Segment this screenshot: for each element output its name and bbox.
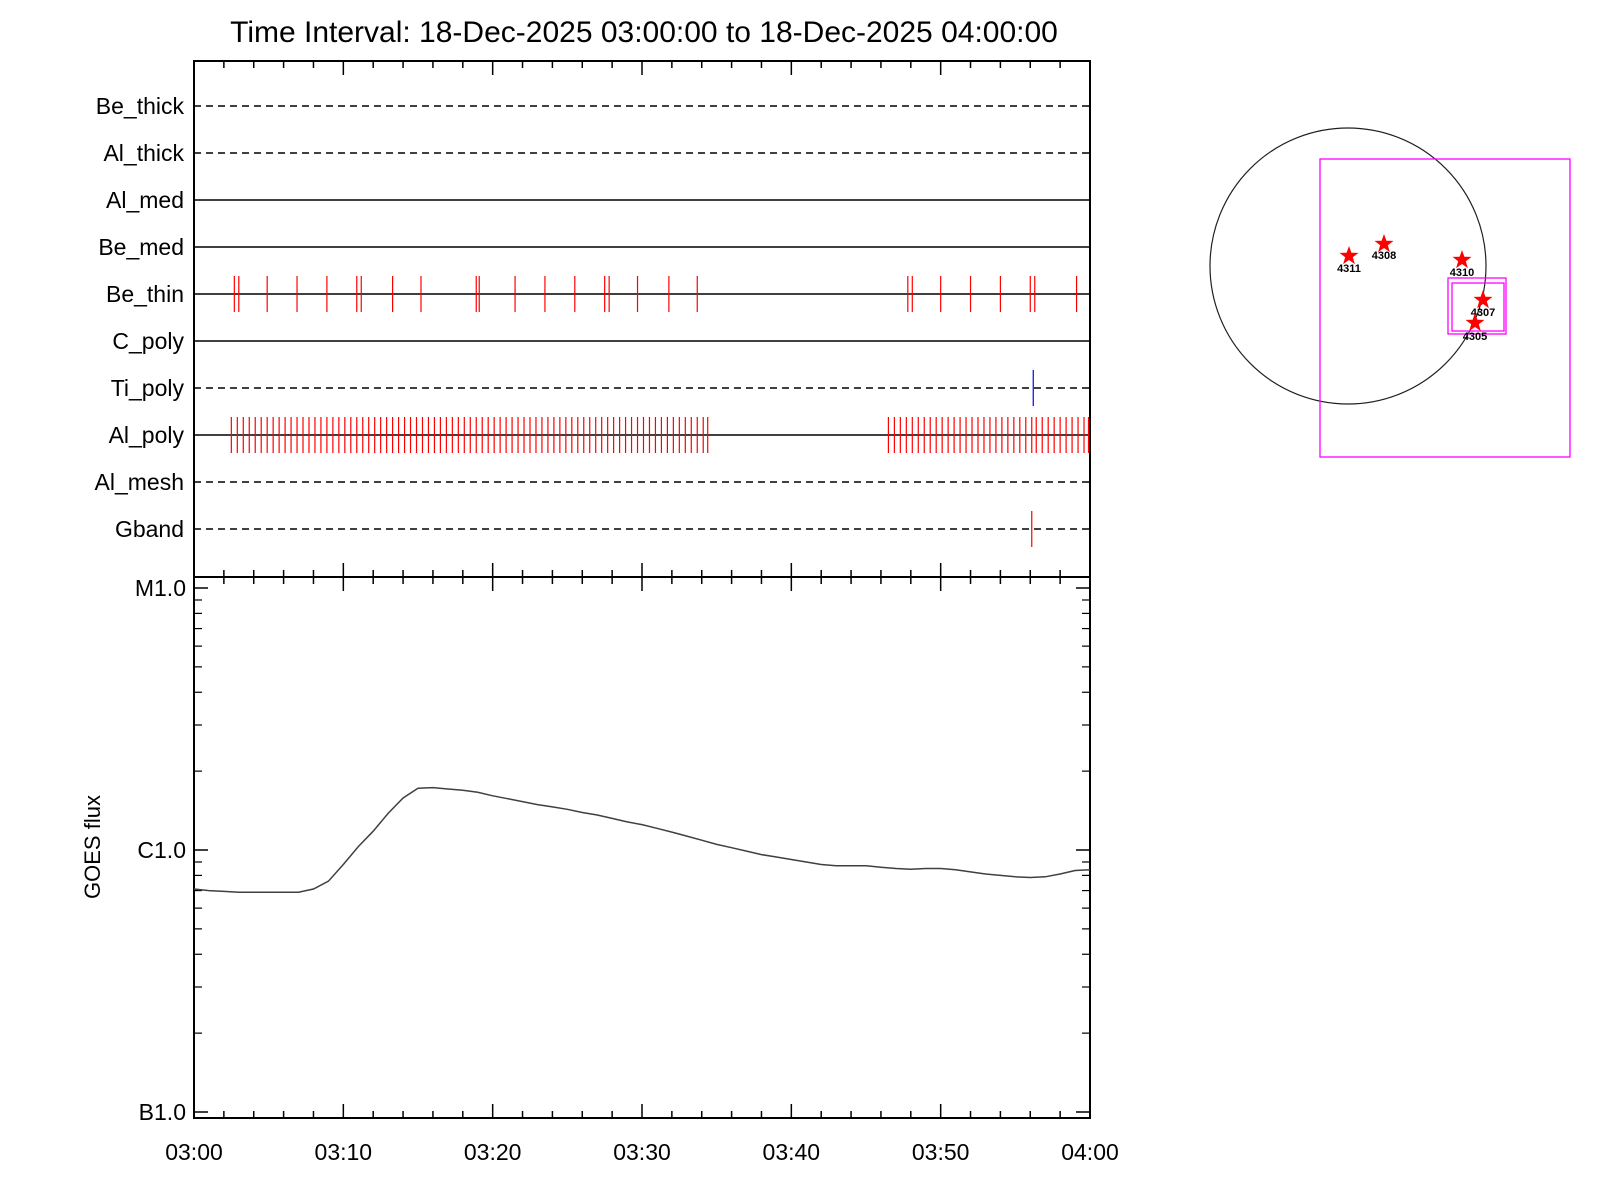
active-region-label: 4308 [1372,250,1396,262]
star-icon [1465,313,1485,332]
star-icon [1339,246,1359,265]
goes-flux-panel: M1.0 C1.0 B1.0 03:00 03:10 03:20 03:30 03:40 03:… [80,575,1119,1165]
active-region-4305: 4305 [1463,313,1487,343]
star-icon [1473,290,1493,309]
filter-row-ti-poly: Ti_poly [111,370,1090,406]
filter-label: Gband [115,516,184,542]
filter-label: Al_poly [109,422,185,448]
filter-panel-frame [193,60,1091,578]
filter-label: Be_thick [96,93,185,119]
filter-row-be-thin: Be_thin [106,276,1090,312]
filter-label: C_poly [112,328,184,354]
active-region-4307: 4307 [1471,290,1495,319]
filter-label: Al_thick [103,140,184,166]
filter-rows: Be_thick Al_thick Al_med Be_med Be_thin C_pol… [95,93,1090,547]
active-region-4308: 4308 [1372,234,1396,262]
filter-label: Ti_poly [111,375,185,401]
active-regions: 4311 4308 4310 4307 4305 [1337,234,1495,343]
active-region-label: 4307 [1471,307,1495,319]
x-tick-label: 03:50 [912,1139,970,1165]
filter-row-al-mesh: Al_mesh [95,469,1090,495]
active-region-label: 4311 [1337,263,1361,275]
filter-row-gband: Gband [115,511,1090,547]
x-tick-label: 03:30 [613,1139,671,1165]
star-icon [1374,234,1394,253]
filter-panel-ticks [193,61,1091,1118]
filter-row-al-thick: Al_thick [103,140,1090,166]
fov-box-small-outer [1447,277,1507,335]
filter-row-al-poly: Al_poly [109,417,1090,453]
y-tick-label: B1.0 [139,1099,186,1125]
fov-box-large [1319,158,1571,458]
star-icon [1452,250,1472,269]
y-axis-label: GOES flux [80,795,105,899]
y-tick-label: M1.0 [135,575,186,601]
goes-axes: M1.0 C1.0 B1.0 03:00 03:10 03:20 03:30 03:40 03:… [135,575,1119,1165]
filter-label: Be_med [98,234,184,260]
x-tick-label: 03:10 [315,1139,373,1165]
filter-row-c-poly: C_poly [112,328,1090,354]
x-tick-label: 03:40 [763,1139,821,1165]
goes-panel-frame [193,576,1091,1119]
active-region-label: 4305 [1463,331,1487,343]
active-region-label: 4310 [1450,267,1474,279]
goes-flux-curve [193,786,1091,893]
sun-map: 4311 4308 4310 4307 4305 [1209,127,1571,458]
x-tick-label: 03:20 [464,1139,522,1165]
filter-panel: Be_thick Al_thick Al_med Be_med Be_thin C_pol… [95,60,1091,1118]
filter-label: Al_med [106,187,184,213]
filter-row-al-med: Al_med [106,187,1090,213]
active-region-4310: 4310 [1450,250,1474,279]
filter-label: Al_mesh [95,469,184,495]
filter-row-be-med: Be_med [98,234,1090,260]
active-region-4311: 4311 [1337,246,1361,275]
x-tick-label: 03:00 [165,1139,223,1165]
fov-box-small-inner [1451,282,1505,332]
x-tick-label: 04:00 [1061,1139,1119,1165]
plot-title: Time Interval: 18-Dec-2025 03:00:00 to 1… [230,16,1058,49]
filter-row-be-thick: Be_thick [96,93,1090,119]
y-tick-label: C1.0 [137,837,186,863]
solar-disk [1209,127,1487,405]
filter-label: Be_thin [106,281,184,307]
